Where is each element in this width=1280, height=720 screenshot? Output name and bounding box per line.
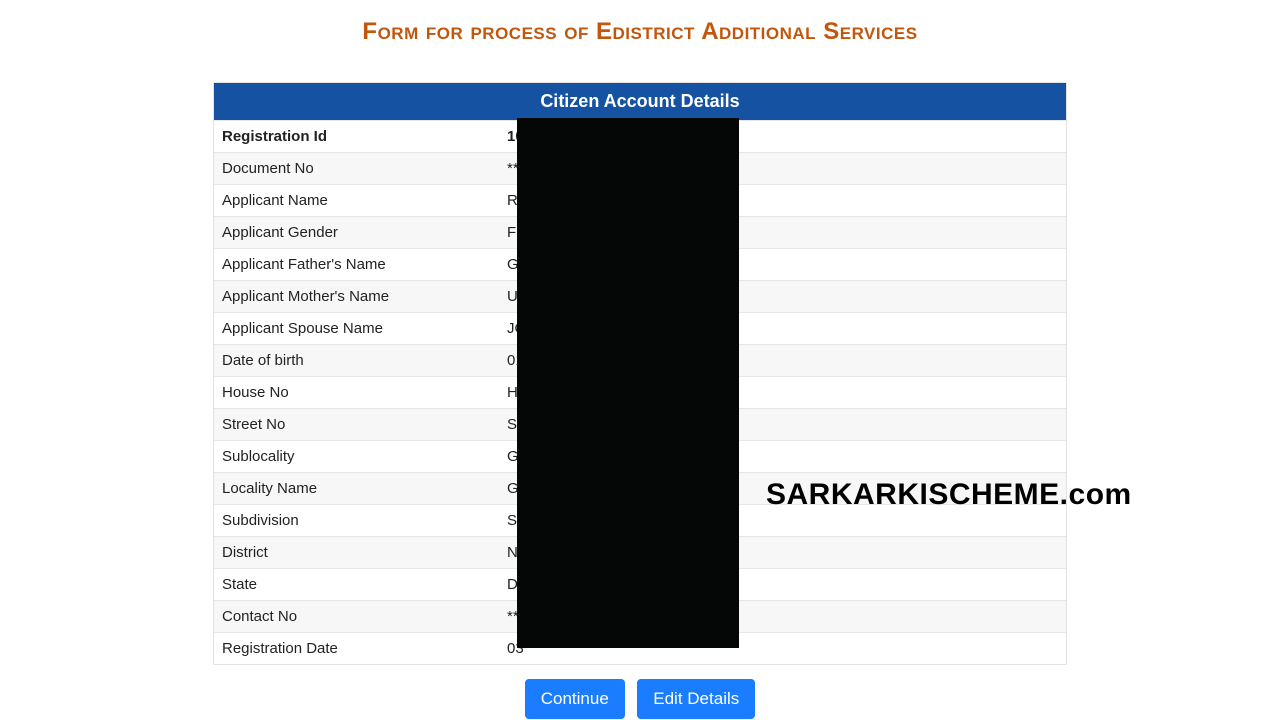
page-title: Form for process of Edistrict Additional… — [0, 0, 1280, 54]
row-label: Registration Id — [214, 121, 499, 153]
edit-details-button[interactable]: Edit Details — [637, 679, 755, 719]
panel-header: Citizen Account Details — [214, 83, 1066, 120]
row-label: Applicant Name — [214, 185, 499, 217]
button-row: Continue Edit Details — [0, 679, 1280, 719]
redaction-overlay — [517, 118, 739, 648]
row-label: Contact No — [214, 601, 499, 633]
row-label: House No — [214, 377, 499, 409]
row-label: State — [214, 569, 499, 601]
row-label: District — [214, 537, 499, 569]
row-label: Subdivision — [214, 505, 499, 537]
row-label: Document No — [214, 153, 499, 185]
row-label: Registration Date — [214, 633, 499, 665]
row-label: Locality Name — [214, 473, 499, 505]
row-label: Applicant Spouse Name — [214, 313, 499, 345]
row-label: Applicant Mother's Name — [214, 281, 499, 313]
row-label: Date of birth — [214, 345, 499, 377]
row-label: Applicant Gender — [214, 217, 499, 249]
row-label: Sublocality — [214, 441, 499, 473]
continue-button[interactable]: Continue — [525, 679, 625, 719]
row-label: Applicant Father's Name — [214, 249, 499, 281]
row-label: Street No — [214, 409, 499, 441]
watermark-text: SARKARKISCHEME.com — [766, 478, 1132, 512]
